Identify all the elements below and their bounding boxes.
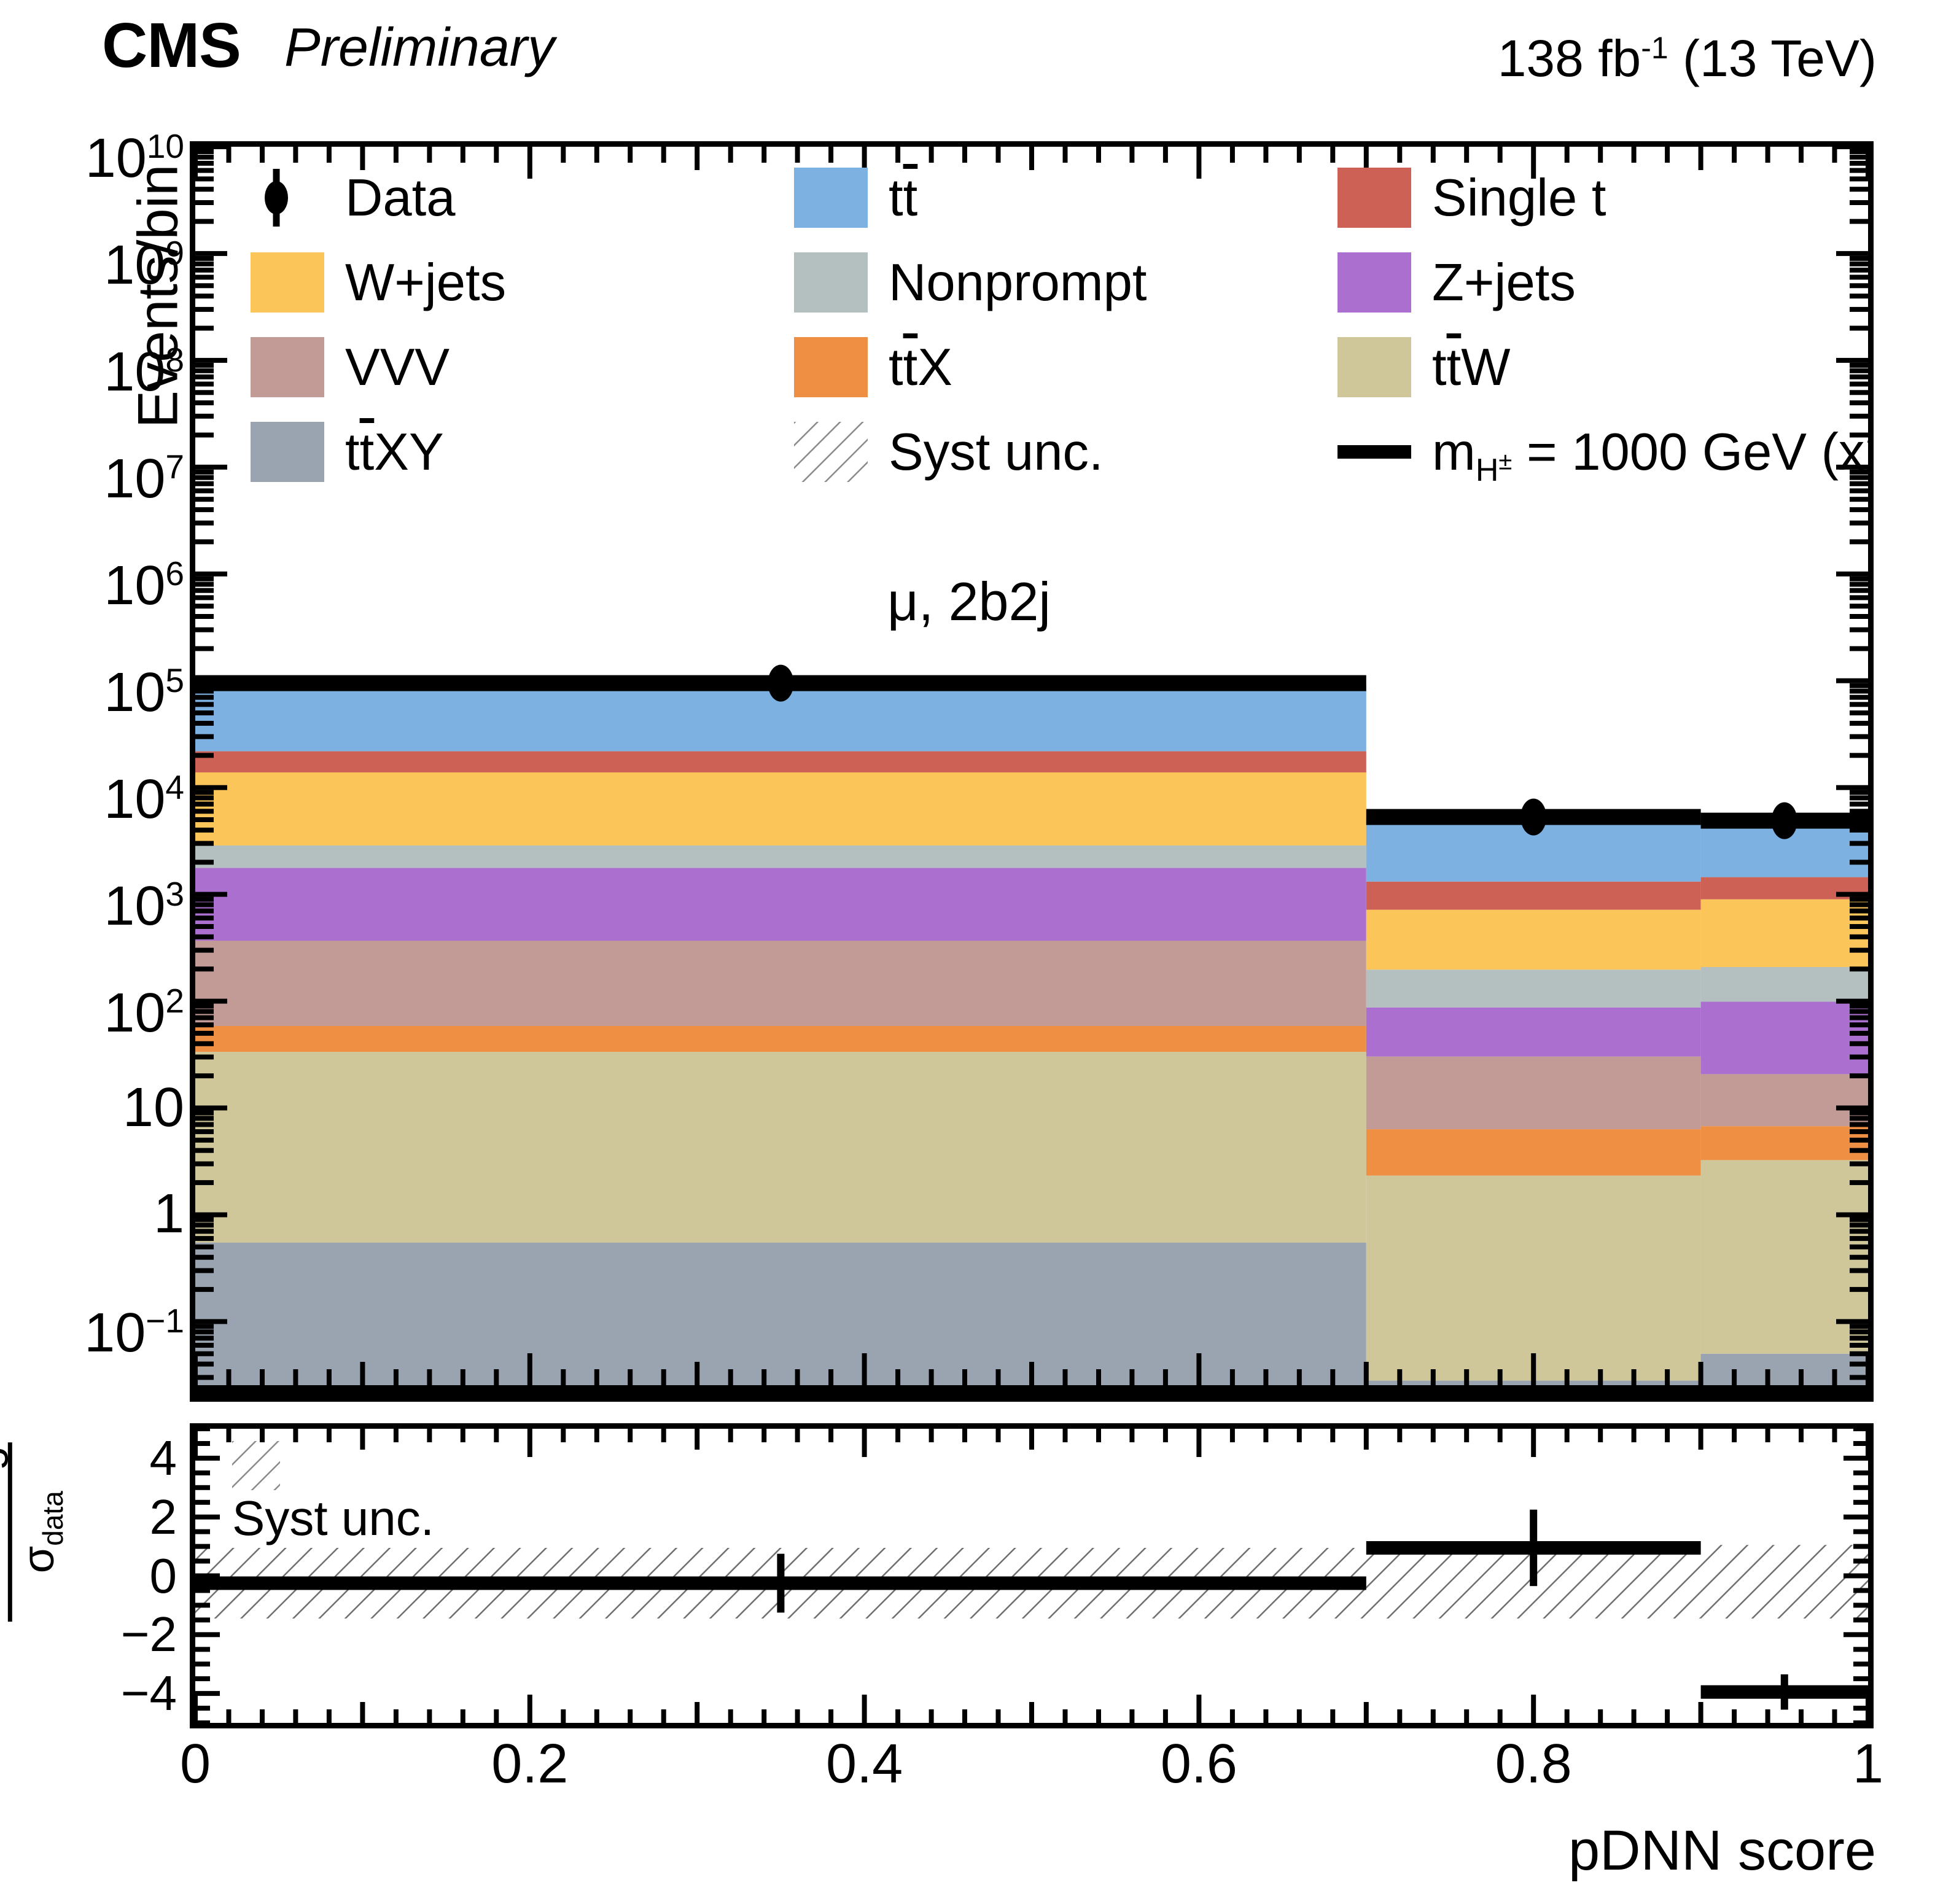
ratio-tick-label: 4 [149,1430,177,1485]
ratio-tick-label: 2 [149,1489,177,1544]
ratio-plot-panel: Syst unc. [190,1423,1874,1728]
y-tick-label: 104 [104,767,184,830]
y-tick-label: 103 [104,874,184,937]
legend-row-3: VVV ttX ttW [251,337,1798,397]
ratio-tick-label: −2 [120,1607,177,1662]
ratio-legend: Syst unc. [232,1441,434,1547]
lumi-exponent: -1 [1641,31,1668,65]
legend-label-syst-unc: Syst unc. [889,423,1104,481]
ratio-chart [195,1429,1868,1723]
cms-logo-text: CMS [102,10,241,80]
legend-label-ttxy: ttXY [345,423,444,481]
legend-label-nonprompt: Nonprompt [889,254,1147,312]
ratio-hatch-icon [232,1441,280,1490]
ratio-legend-label: Syst unc. [232,1491,435,1545]
hatch-pattern-icon [794,422,868,482]
x-axis-title: pDNN score [1568,1819,1876,1882]
energy-value: (13 TeV) [1668,29,1877,87]
single-t-color-swatch [1337,168,1411,228]
y-tick-label: 1 [153,1183,184,1245]
y-tick-label: 109 [104,233,184,296]
legend-row-4: ttXY Syst unc. [251,422,1868,488]
legend-row-1: Data tt Single t [251,168,1798,228]
y-tick-label: 108 [104,340,184,403]
legend-label-vvv: VVV [345,338,450,397]
y-tick-label: 10−1 [84,1302,184,1364]
main-plot-panel: Data tt Single t W+jets [190,141,1874,1402]
legend-label-signal: mH± = 1000 GeV (x2.5) [1432,423,1868,499]
legend-label-data: Data [345,169,456,227]
nonprompt-color-swatch [794,252,868,313]
legend-label-ttx: ttX [889,338,952,397]
zjets-color-swatch [1337,252,1411,313]
legend-label-zjets: Z+jets [1432,254,1576,312]
y-tick-label: 105 [104,661,184,723]
x-tick-label: 0.6 [1160,1733,1237,1795]
legend-row-2: W+jets Nonprompt Z+jets [251,252,1798,313]
data-marker-icon [265,169,288,227]
vvv-color-swatch [251,337,324,397]
x-tick-label: 1 [1852,1733,1884,1795]
x-tick-label: 0 [179,1733,211,1795]
plot-canvas: Data tt Single t W+jets [195,147,1868,1396]
figure-header: CMS Preliminary 138 fb-1 (13 TeV) [102,10,1877,84]
stacked-histogram [195,147,1868,1396]
ttxy-color-swatch [251,422,324,482]
ttw-color-swatch [1337,337,1411,397]
luminosity-label: 138 fb-1 (13 TeV) [1498,22,1877,84]
x-tick-label: 0.8 [1495,1733,1572,1795]
legend-label-ttw: ttW [1432,338,1511,397]
legend-label-ttbar: tt [889,169,918,227]
legend-label-single-t: Single t [1432,169,1606,227]
wjets-color-swatch [251,252,324,313]
ttbar-color-swatch [794,168,868,228]
ratio-tick-label: −4 [120,1666,177,1721]
x-tick-label: 0.2 [491,1733,569,1795]
y-tick-label: 1010 [85,127,184,189]
channel-label: μ, 2b2j [887,571,1051,632]
signal-line-icon [1337,445,1411,459]
y-tick-label: 10 [122,1076,184,1138]
legend: Data tt Single t W+jets [251,168,1868,510]
y-tick-label: 106 [104,554,184,616]
ttx-color-swatch [794,337,868,397]
legend-label-wjets: W+jets [345,254,507,312]
preliminary-label: Preliminary [284,17,555,77]
y-tick-label: 107 [104,447,184,510]
ratio-tick-label: 0 [149,1548,177,1603]
y-tick-label: 102 [104,981,184,1044]
signal-mass-text: = 1000 GeV (x2.5) [1526,423,1868,481]
x-tick-label: 0.4 [826,1733,903,1795]
lumi-value: 138 fb [1497,29,1641,87]
